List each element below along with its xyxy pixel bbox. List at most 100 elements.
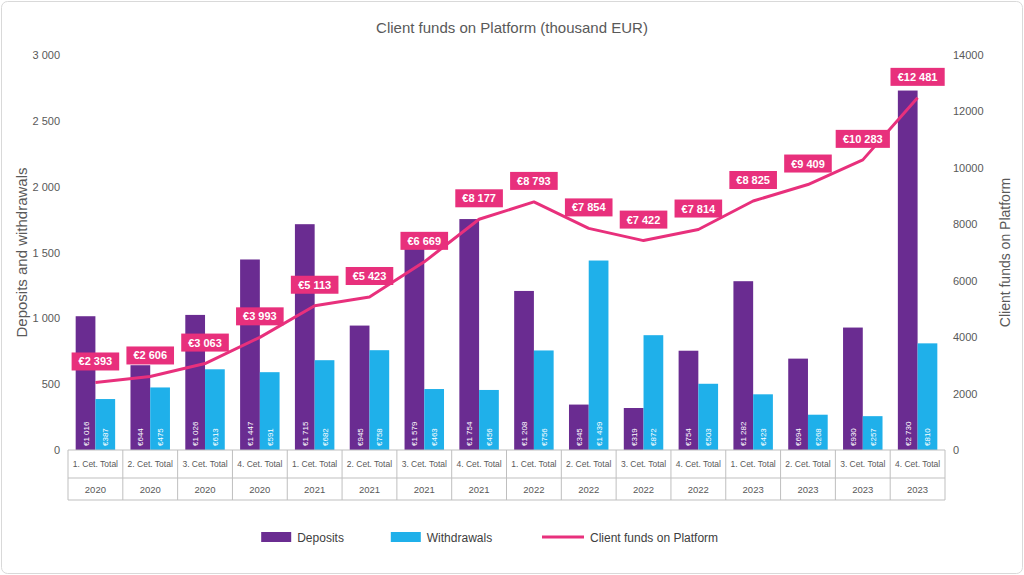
x-axis-separator — [890, 450, 891, 500]
bar — [863, 416, 883, 450]
y2-tick-label: 8000 — [953, 218, 977, 230]
y-axis-title: Deposits and withdrawals — [13, 167, 30, 337]
x-axis-separator — [396, 450, 397, 500]
y2-tick-label: 2000 — [953, 388, 977, 400]
x-tick-label: 4. Cet. Total — [456, 459, 501, 469]
bar-data-label: €1 715 — [301, 421, 310, 446]
bar-data-label: €810 — [923, 428, 932, 446]
plot-area — [76, 91, 938, 450]
bar — [350, 326, 370, 450]
bar — [918, 343, 938, 450]
x-group-label: 2022 — [633, 484, 654, 495]
line-label-box — [784, 155, 832, 173]
line-label-box — [455, 189, 503, 207]
x-axis-separator — [68, 450, 69, 500]
bar — [898, 91, 918, 450]
bar — [624, 408, 644, 450]
bar-data-label: €2 730 — [904, 421, 913, 446]
line-label-box — [836, 130, 890, 148]
x-axis-separator — [945, 450, 946, 500]
legend-label: Client funds on Platform — [590, 531, 718, 545]
y-tick — [65, 318, 68, 319]
bar — [733, 281, 753, 450]
bar — [260, 372, 280, 450]
x-tick-label: 3. Cet. Total — [402, 459, 447, 469]
line-label-box — [346, 267, 394, 285]
bar — [514, 291, 534, 450]
bar — [698, 384, 718, 450]
x-group-label: 2020 — [194, 484, 215, 495]
legend-swatch — [261, 532, 291, 542]
bar-data-label: €872 — [649, 428, 658, 446]
bar-data-label: €1 016 — [82, 421, 91, 446]
y2-axis-title: Client funds on Platform — [997, 178, 1013, 327]
bar-data-label: €613 — [211, 428, 220, 446]
bar — [569, 405, 589, 450]
x-tick-label: 1. Cet. Total — [731, 459, 776, 469]
bar — [295, 224, 315, 450]
line — [95, 98, 917, 383]
y-tick — [65, 120, 68, 121]
legend-label: Deposits — [297, 531, 344, 545]
bar-data-label: €387 — [101, 428, 110, 446]
x-group-label: 2020 — [140, 484, 161, 495]
bar-data-label: €1 754 — [465, 421, 474, 446]
y-tick-label: 2 000 — [32, 181, 60, 193]
bar-data-label: €1 447 — [246, 421, 255, 446]
x-axis-separator — [670, 450, 671, 500]
x-group-label: 2022 — [523, 484, 544, 495]
x-group-label: 2021 — [304, 484, 325, 495]
line-data-label: €10 283 — [843, 133, 883, 145]
bar — [424, 389, 444, 450]
y-tick-label: 1 500 — [32, 247, 60, 259]
bar — [240, 259, 260, 450]
x-tick-label: 4. Cet. Total — [237, 459, 282, 469]
x-axis-separator — [451, 450, 452, 500]
legend: DepositsWithdrawalsClient funds on Platf… — [261, 531, 718, 545]
line-label-box — [236, 307, 284, 325]
y-tick-label: 1 000 — [32, 312, 60, 324]
bar-data-label: €503 — [704, 428, 713, 446]
bar — [205, 369, 225, 450]
bar-data-label: €268 — [814, 428, 823, 446]
x-tick-label: 2. Cet. Total — [566, 459, 611, 469]
line-data-label: €12 481 — [898, 71, 938, 83]
bar — [459, 219, 479, 450]
bar-data-label: €591 — [266, 428, 275, 446]
bar-data-label: €756 — [540, 428, 549, 446]
x-tick-label: 2. Cet. Total — [128, 459, 173, 469]
bar — [95, 399, 115, 450]
bar — [534, 350, 554, 450]
chart: Client funds on Platform (thousand EUR)0… — [0, 0, 1024, 575]
x-axis-separator — [506, 450, 507, 500]
bar — [369, 350, 389, 450]
line-data-label: €9 409 — [791, 158, 825, 170]
bar-data-label: €758 — [375, 428, 384, 446]
y2-tick-label: 12000 — [953, 105, 984, 117]
bar-data-label: €644 — [136, 428, 145, 446]
line-data-label: €3 993 — [243, 310, 277, 322]
y2-tick-label: 6000 — [953, 275, 977, 287]
x-group-label: 2020 — [249, 484, 270, 495]
line-label-box — [510, 172, 558, 190]
bar-data-label: €930 — [849, 428, 858, 446]
y2-tick-label: 4000 — [953, 331, 977, 343]
line-data-label: €2 606 — [133, 349, 167, 361]
y2-tick — [945, 167, 948, 168]
x-group-label: 2022 — [578, 484, 599, 495]
y2-tick — [945, 111, 948, 112]
y-tick — [65, 252, 68, 253]
y-tick-label: 0 — [54, 444, 60, 456]
bar-data-label: €423 — [759, 428, 768, 446]
x-axis-separator — [122, 450, 123, 500]
bar — [315, 360, 335, 450]
x-axis-separator — [232, 450, 233, 500]
bar-data-label: €475 — [156, 428, 165, 446]
x-axis-separator — [177, 450, 178, 500]
legend-swatch — [542, 536, 584, 539]
line-label-box — [181, 334, 229, 352]
chart-card — [2, 2, 1023, 574]
x-axis-separator — [780, 450, 781, 500]
bar — [150, 387, 170, 450]
y2-tick — [945, 280, 948, 281]
